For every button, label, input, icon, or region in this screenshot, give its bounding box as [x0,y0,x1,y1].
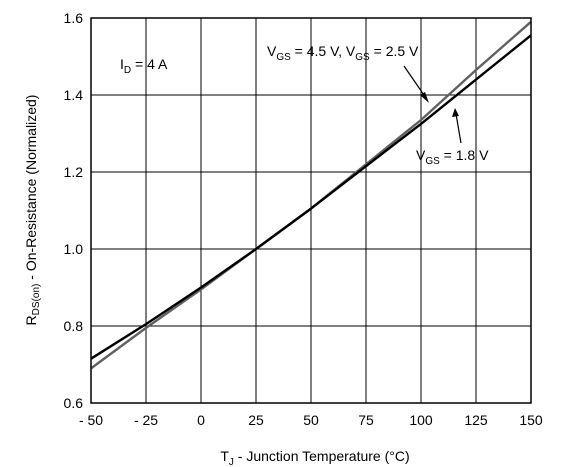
y-axis-label: RDS(on) - On-Resistance (Normalized) [23,95,42,326]
vgs-high-leader-line [403,65,427,99]
y-tick-label: 1.2 [64,164,84,180]
x-tick-label: 0 [197,412,205,428]
drain-current-annotation: ID = 4 A [120,56,168,76]
x-tick-label: 150 [519,412,543,428]
plot-frame [90,17,532,404]
y-tick-label: 0.8 [64,318,84,334]
y-tick-label: 1.6 [64,10,84,26]
x-axis-label: TJ - Junction Temperature (°C) [220,448,409,467]
grid [91,18,531,403]
tick-labels: - 50 - 25 0 25 50 75 100 125 150 0.6 0.8 1.0 1.2 1.4 1… [64,10,543,428]
vgs-high-annotation: VGS = 4.5 V, VGS = 2.5 V [267,43,419,63]
vgs-low-arrowhead [452,108,459,117]
x-tick-label: 100 [409,412,433,428]
vgs-low-annotation: VGS = 1.8 V [416,147,489,167]
y-tick-label: 1.4 [64,87,84,103]
series-layer [90,20,532,370]
y-tick-label: 1.0 [64,241,84,257]
y-tick-label: 0.6 [64,395,84,411]
x-tick-label: 25 [248,412,264,428]
vgs-low-leader-line [455,113,462,144]
x-tick-label: 50 [303,412,319,428]
x-tick-label: - 25 [134,412,158,428]
vgs-high-arrowhead [420,92,429,103]
series-line-vgs-1-8v [90,34,532,360]
x-tick-label: - 50 [79,412,103,428]
x-tick-label: 125 [464,412,488,428]
x-tick-label: 75 [358,412,374,428]
